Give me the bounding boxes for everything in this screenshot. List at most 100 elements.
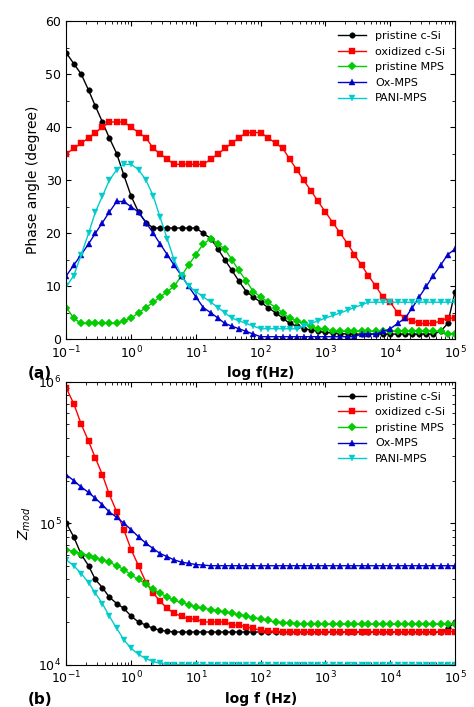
oxidized c-Si: [280, 627, 286, 636]
Ox-MPS: [208, 561, 214, 570]
oxidized c-Si: [452, 627, 458, 636]
PANI-MPS: [452, 660, 458, 669]
Ox-MPS: [258, 332, 264, 341]
Ox-MPS: [157, 549, 163, 558]
Line: Ox-MPS: Ox-MPS: [64, 199, 458, 339]
pristine c-Si: [445, 624, 450, 633]
pristine MPS: [107, 558, 112, 566]
PANI-MPS: [164, 660, 170, 669]
PANI-MPS: [64, 282, 69, 291]
PANI-MPS: [215, 303, 221, 312]
pristine c-Si: [208, 235, 214, 243]
pristine MPS: [64, 303, 69, 312]
Ox-MPS: [64, 271, 69, 280]
pristine MPS: [445, 620, 450, 629]
pristine MPS: [445, 329, 450, 339]
oxidized c-Si: [215, 150, 221, 158]
pristine c-Si: [136, 208, 141, 216]
pristine c-Si: [345, 329, 350, 339]
Line: PANI-MPS: PANI-MPS: [64, 557, 458, 667]
pristine c-Si: [157, 626, 163, 634]
PANI-MPS: [121, 160, 127, 169]
PANI-MPS: [416, 660, 422, 669]
pristine c-Si: [452, 618, 458, 626]
Ox-MPS: [64, 471, 69, 479]
pristine c-Si: [107, 593, 112, 602]
Ox-MPS: [107, 508, 112, 516]
pristine MPS: [215, 240, 221, 248]
Line: Ox-MPS: Ox-MPS: [64, 472, 458, 568]
Ox-MPS: [423, 282, 429, 291]
pristine MPS: [208, 235, 214, 243]
Text: (a): (a): [27, 366, 52, 380]
oxidized c-Si: [445, 627, 450, 636]
pristine c-Si: [416, 628, 422, 636]
Text: (b): (b): [27, 692, 52, 707]
Ox-MPS: [215, 314, 221, 322]
oxidized c-Si: [107, 117, 112, 126]
Ox-MPS: [136, 532, 141, 541]
oxidized c-Si: [157, 597, 163, 606]
Ox-MPS: [114, 197, 119, 206]
Line: pristine MPS: pristine MPS: [64, 236, 458, 337]
oxidized c-Si: [423, 319, 429, 327]
Line: pristine c-Si: pristine c-Si: [64, 50, 458, 337]
oxidized c-Si: [416, 627, 422, 636]
oxidized c-Si: [107, 490, 112, 498]
pristine c-Si: [136, 618, 141, 626]
pristine c-Si: [416, 329, 422, 339]
Ox-MPS: [107, 208, 112, 216]
PANI-MPS: [107, 612, 112, 621]
pristine MPS: [416, 620, 422, 629]
pristine MPS: [157, 589, 163, 597]
PANI-MPS: [157, 659, 163, 667]
oxidized c-Si: [208, 618, 214, 626]
pristine MPS: [136, 308, 141, 317]
pristine c-Si: [107, 134, 112, 142]
oxidized c-Si: [164, 155, 170, 163]
pristine MPS: [64, 545, 69, 554]
PANI-MPS: [64, 556, 69, 564]
pristine c-Si: [445, 319, 450, 327]
oxidized c-Si: [114, 117, 119, 126]
Ox-MPS: [445, 250, 450, 259]
pristine MPS: [452, 620, 458, 629]
PANI-MPS: [164, 235, 170, 243]
pristine c-Si: [171, 628, 177, 636]
PANI-MPS: [258, 325, 264, 333]
pristine MPS: [136, 575, 141, 584]
Legend: pristine c-Si, oxidized c-Si, pristine MPS, Ox-MPS, PANI-MPS: pristine c-Si, oxidized c-Si, pristine M…: [334, 387, 449, 469]
Y-axis label: $Z_{mod}$: $Z_{mod}$: [17, 506, 33, 540]
Y-axis label: Phase angle (degree): Phase angle (degree): [26, 106, 40, 255]
Ox-MPS: [452, 561, 458, 570]
Line: PANI-MPS: PANI-MPS: [64, 162, 458, 332]
oxidized c-Si: [64, 384, 69, 392]
Ox-MPS: [143, 218, 149, 227]
pristine c-Si: [215, 628, 221, 636]
PANI-MPS: [107, 176, 112, 185]
PANI-MPS: [136, 650, 141, 659]
Ox-MPS: [215, 561, 221, 570]
Ox-MPS: [164, 250, 170, 259]
X-axis label: log f (Hz): log f (Hz): [225, 691, 297, 706]
pristine MPS: [107, 319, 112, 327]
pristine MPS: [157, 293, 163, 301]
Line: oxidized c-Si: oxidized c-Si: [64, 385, 458, 634]
pristine c-Si: [64, 519, 69, 527]
pristine c-Si: [64, 49, 69, 57]
pristine c-Si: [157, 223, 163, 232]
oxidized c-Si: [143, 134, 149, 142]
Ox-MPS: [452, 245, 458, 254]
pristine MPS: [438, 327, 444, 336]
oxidized c-Si: [445, 314, 450, 322]
oxidized c-Si: [452, 314, 458, 322]
PANI-MPS: [215, 660, 221, 669]
Line: oxidized c-Si: oxidized c-Si: [64, 119, 458, 326]
PANI-MPS: [143, 176, 149, 185]
Ox-MPS: [445, 561, 450, 570]
pristine MPS: [452, 329, 458, 339]
oxidized c-Si: [136, 561, 141, 570]
Legend: pristine c-Si, oxidized c-Si, pristine MPS, Ox-MPS, PANI-MPS: pristine c-Si, oxidized c-Si, pristine M…: [334, 27, 449, 108]
pristine c-Si: [452, 288, 458, 296]
PANI-MPS: [445, 298, 450, 307]
